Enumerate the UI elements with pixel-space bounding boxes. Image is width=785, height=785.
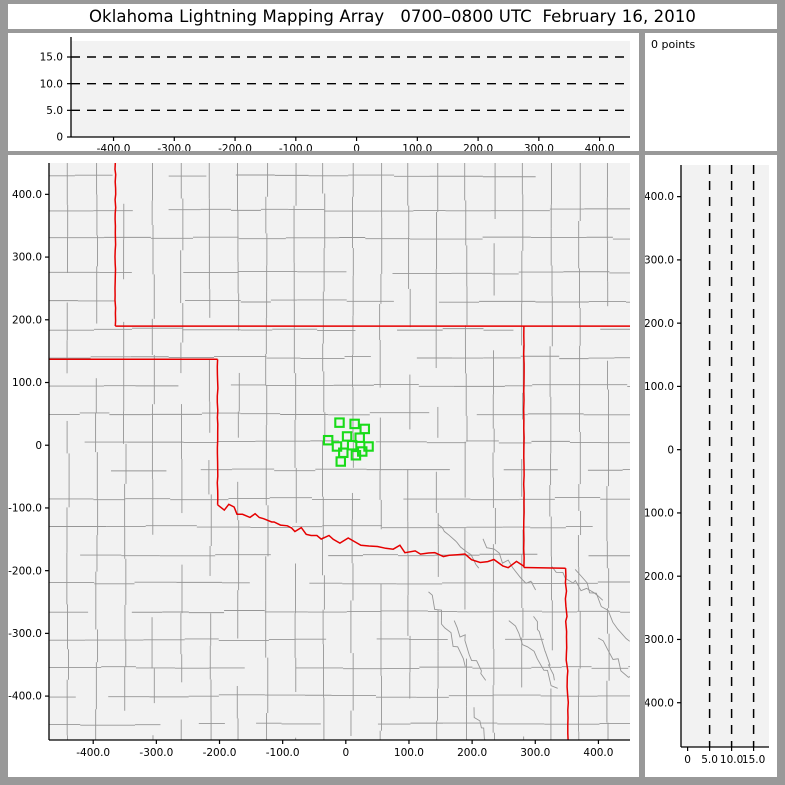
x-tick-label-1: -300.0 [157,143,191,151]
x-tick-label-4: 0 [353,143,360,151]
border-path [523,566,566,569]
border-path [453,620,487,681]
x-tick-label-3: 15.0 [742,754,765,766]
x-tick-label-7: 300.0 [524,143,554,151]
y-tick-label-6: 200.0 [12,314,42,326]
time-altitude-plot[interactable]: 0 5.0 10.0 15.0 -400.0 -300.0 -200.0 -100.0 0 100… [8,33,639,151]
x-tick-label-8: 400.0 [583,747,613,759]
plan-view-map[interactable]: -400.0 -300.0 -200.0 -100.0 0 100.0 200.0 300.0… [8,155,639,777]
altitude-east-plot[interactable]: -400.0 -300.0 -200.0 -100.0 0 100.0 200.0 300.0… [645,155,777,777]
station-marker [349,418,360,430]
y-tick-label-4: 0 [667,444,674,456]
border-path [114,163,117,327]
x-tick-label-3: -100.0 [266,747,300,759]
y-tick-label-0: -400.0 [645,697,674,709]
station-marker [363,441,374,452]
x-tick-label-3: -100.0 [279,143,313,151]
y-tick-label-1: 5.0 [46,105,63,117]
station-marker [346,439,358,451]
x-tick-label-5: 100.0 [394,747,424,759]
y-tick-label-2: -200.0 [645,571,674,583]
y-tick-label-4: 0 [35,440,42,452]
border-path [597,637,630,678]
border-path [437,524,480,569]
y-tick-label-2: -200.0 [8,565,42,577]
title-bar: Oklahoma Lightning Mapping Array 0700–08… [8,4,777,29]
station-marker [322,434,334,446]
x-tick-label-2: -200.0 [203,747,237,759]
border-path [217,503,525,569]
altitude-east-panel[interactable]: -400.0 -300.0 -200.0 -100.0 0 100.0 200.0 300.0… [645,155,777,777]
x-tick-label-6: 200.0 [457,747,487,759]
x-tick-label-6: 200.0 [463,143,493,151]
x-tick-label-1: -300.0 [139,747,173,759]
y-tick-label-1: -300.0 [8,628,42,640]
y-tick-label-8: 400.0 [12,189,42,201]
y-tick-label-7: 300.0 [12,252,42,264]
points-count-panel: 0 points [645,33,777,151]
station-marker [354,432,365,443]
plot-background [681,165,769,747]
x-tick-label-0: -400.0 [97,143,131,151]
x-tick-label-2: -200.0 [218,143,252,151]
station-marker [335,456,347,467]
y-tick-label-3: -100.0 [645,508,674,520]
y-tick-label-6: 200.0 [645,318,674,330]
map-geometry [49,163,630,740]
x-tick-label-5: 100.0 [402,143,432,151]
station-marker [331,441,343,452]
y-tick-label-3: -100.0 [8,503,42,515]
y-tick-label-5: 100.0 [645,381,674,393]
border-path [564,568,570,740]
border-path [508,620,558,689]
y-tick-label-1: -300.0 [645,634,674,646]
x-tick-label-8: 400.0 [585,143,615,151]
x-tick-label-0: 0 [684,754,691,766]
y-tick-label-7: 300.0 [645,254,674,266]
x-tick-label-1: 5.0 [701,754,718,766]
y-tick-label-0: 0 [56,132,63,144]
x-tick-label-4: 0 [342,747,349,759]
x-tick-label-7: 300.0 [520,747,550,759]
y-tick-label-2: 10.0 [40,78,63,90]
station-marker [350,450,362,461]
y-tick-label-8: 400.0 [645,191,674,203]
y-tick-label-3: 15.0 [40,52,63,64]
x-tick-label-2: 10.0 [720,754,743,766]
plan-view-map-panel[interactable]: -400.0 -300.0 -200.0 -100.0 0 100.0 200.0 300.0… [8,155,639,777]
y-tick-label-5: 100.0 [12,377,42,389]
plot-background [71,41,630,137]
page-title: Oklahoma Lightning Mapping Array 0700–08… [88,7,697,26]
points-count-label: 0 points [651,38,696,51]
border-path [482,538,536,591]
border-path [533,616,555,681]
station-marker [334,417,345,428]
border-path [428,591,466,667]
time-altitude-panel[interactable]: 0 5.0 10.0 15.0 -400.0 -300.0 -200.0 -100.0 0 100… [8,33,639,151]
border-path [216,359,219,505]
x-tick-label-0: -400.0 [76,747,110,759]
y-tick-label-0: -400.0 [8,691,42,703]
border-path [574,569,630,642]
border-path [473,707,486,740]
